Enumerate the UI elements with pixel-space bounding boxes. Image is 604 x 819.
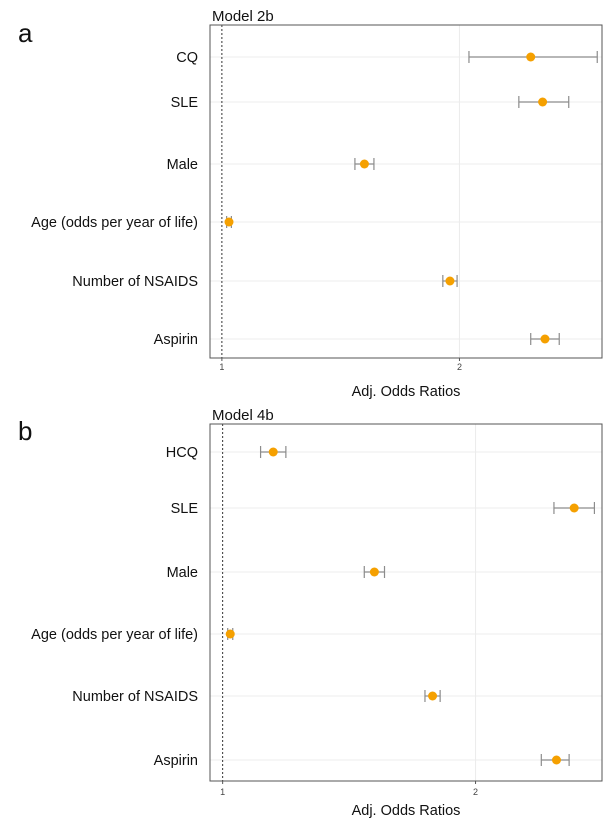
x-tick-label: 2: [473, 787, 478, 797]
category-label: Aspirin: [154, 753, 198, 769]
estimate-point: [445, 276, 455, 286]
category-label: Number of NSAIDS: [72, 689, 198, 705]
category-label: Number of NSAIDS: [72, 274, 198, 290]
x-tick-label: 1: [220, 787, 225, 797]
panel-title: Model 4b: [212, 407, 274, 424]
estimate-point: [268, 447, 278, 457]
category-label: Age (odds per year of life): [31, 627, 198, 643]
x-axis-label: Adj. Odds Ratios: [352, 384, 461, 400]
plot-area: [210, 25, 602, 358]
category-label: Aspirin: [154, 332, 198, 348]
x-tick-label: 1: [219, 362, 224, 372]
estimate-point: [569, 503, 579, 513]
x-axis-label: Adj. Odds Ratios: [352, 803, 461, 819]
estimate-point: [225, 629, 235, 639]
estimate-point: [428, 691, 438, 701]
plot-area: [210, 424, 602, 781]
estimate-point: [526, 52, 536, 62]
estimate-point: [369, 567, 379, 577]
panel-letter: b: [18, 416, 32, 446]
category-label: HCQ: [166, 445, 198, 461]
category-label: Male: [167, 565, 198, 581]
x-tick-label: 2: [457, 362, 462, 372]
estimate-point: [538, 97, 548, 107]
estimate-point: [359, 159, 369, 169]
estimate-point: [551, 755, 561, 765]
category-label: SLE: [171, 501, 199, 517]
category-label: Age (odds per year of life): [31, 215, 198, 231]
panel-a: a Model 2b CQ SLE Male Age (odds per year of …: [18, 8, 603, 400]
estimate-point: [224, 217, 234, 227]
category-label: CQ: [176, 50, 198, 66]
category-label: SLE: [171, 95, 199, 111]
plot-frame: [209, 423, 603, 782]
panel-b: b Model 4b HCQ SLE Male Age (odds per year of…: [18, 407, 603, 819]
panel-title: Model 2b: [212, 8, 274, 25]
category-label: Male: [167, 157, 198, 173]
estimate-point: [540, 334, 550, 344]
plot-frame: [209, 24, 603, 359]
panel-letter: a: [18, 18, 33, 48]
